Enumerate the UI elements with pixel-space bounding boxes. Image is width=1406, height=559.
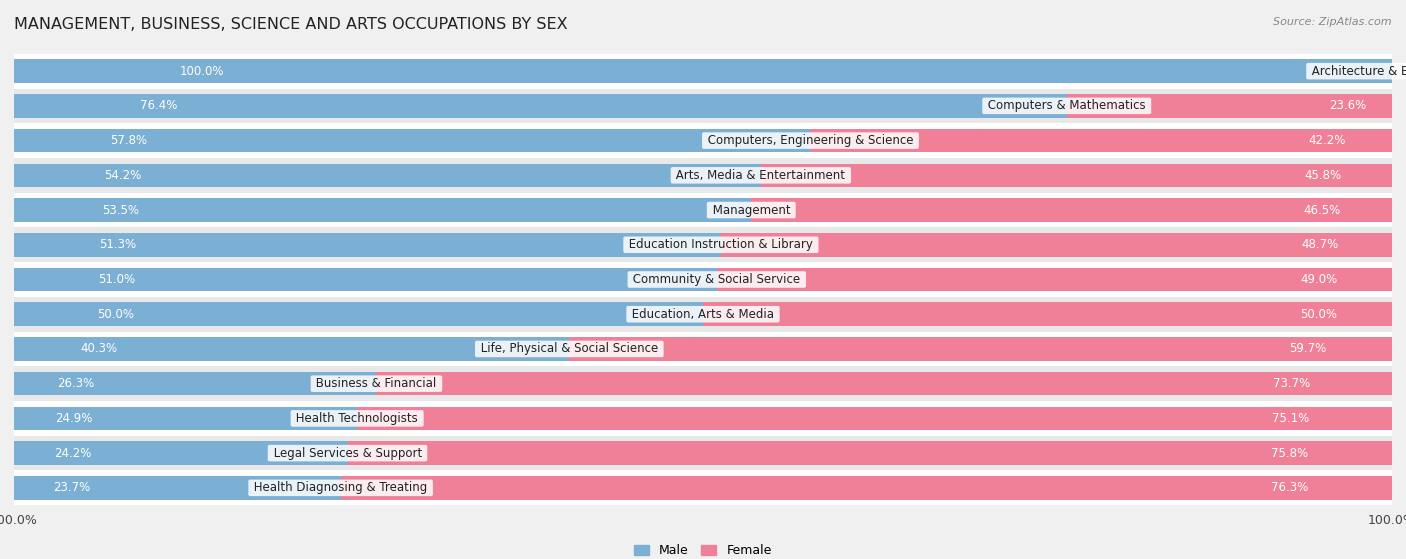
Text: 42.2%: 42.2% (1308, 134, 1346, 147)
Bar (347, 441, 1392, 465)
Text: Architecture & Engineering: Architecture & Engineering (1308, 65, 1406, 78)
Text: 40.3%: 40.3% (80, 343, 118, 356)
Text: 51.3%: 51.3% (98, 238, 136, 252)
Text: 26.3%: 26.3% (58, 377, 94, 390)
Bar (14, 366, 1392, 401)
Text: Community & Social Service: Community & Social Service (630, 273, 804, 286)
Bar (14, 337, 569, 361)
Text: 24.2%: 24.2% (53, 447, 91, 459)
Text: Legal Services & Support: Legal Services & Support (270, 447, 426, 459)
Bar (761, 164, 1392, 187)
Bar (721, 233, 1392, 257)
Bar (14, 268, 717, 291)
Bar (14, 406, 357, 430)
Text: 50.0%: 50.0% (97, 307, 134, 321)
Bar (569, 337, 1392, 361)
Text: 73.7%: 73.7% (1274, 377, 1310, 390)
Text: 51.0%: 51.0% (98, 273, 135, 286)
Text: Life, Physical & Social Science: Life, Physical & Social Science (477, 343, 662, 356)
Text: Health Technologists: Health Technologists (292, 412, 422, 425)
Bar (1067, 94, 1392, 118)
Text: 53.5%: 53.5% (103, 203, 139, 216)
Text: Business & Financial: Business & Financial (312, 377, 440, 390)
Bar (14, 129, 810, 153)
Text: Source: ZipAtlas.com: Source: ZipAtlas.com (1274, 17, 1392, 27)
Text: 48.7%: 48.7% (1301, 238, 1339, 252)
Bar (14, 441, 347, 465)
Bar (14, 436, 1392, 471)
Bar (14, 193, 1392, 228)
Text: MANAGEMENT, BUSINESS, SCIENCE AND ARTS OCCUPATIONS BY SEX: MANAGEMENT, BUSINESS, SCIENCE AND ARTS O… (14, 17, 568, 32)
Text: 75.8%: 75.8% (1271, 447, 1309, 459)
Legend: Male, Female: Male, Female (630, 539, 776, 559)
Bar (14, 297, 1392, 331)
Text: 57.8%: 57.8% (110, 134, 146, 147)
Text: 50.0%: 50.0% (1299, 307, 1337, 321)
Bar (14, 372, 377, 395)
Text: 75.1%: 75.1% (1272, 412, 1309, 425)
Bar (14, 164, 761, 187)
Bar (377, 372, 1392, 395)
Text: Health Diagnosing & Treating: Health Diagnosing & Treating (250, 481, 432, 494)
Text: Computers & Mathematics: Computers & Mathematics (984, 100, 1150, 112)
Text: 54.2%: 54.2% (104, 169, 141, 182)
Bar (14, 88, 1392, 123)
Bar (14, 302, 703, 326)
Bar (703, 302, 1392, 326)
Text: Education, Arts & Media: Education, Arts & Media (628, 307, 778, 321)
Bar (14, 158, 1392, 193)
Bar (340, 476, 1392, 500)
Text: 45.8%: 45.8% (1305, 169, 1341, 182)
Bar (14, 233, 721, 257)
Text: Computers, Engineering & Science: Computers, Engineering & Science (704, 134, 917, 147)
Text: Management: Management (709, 203, 794, 216)
Bar (717, 268, 1392, 291)
Bar (14, 476, 340, 500)
Bar (14, 228, 1392, 262)
Bar (751, 198, 1392, 222)
Text: 49.0%: 49.0% (1301, 273, 1339, 286)
Bar (14, 401, 1392, 436)
Bar (14, 94, 1067, 118)
Bar (14, 262, 1392, 297)
Text: 23.7%: 23.7% (53, 481, 90, 494)
Bar (14, 54, 1392, 88)
Text: 24.9%: 24.9% (55, 412, 93, 425)
Text: 76.4%: 76.4% (141, 100, 177, 112)
Text: 76.3%: 76.3% (1271, 481, 1308, 494)
Text: Education Instruction & Library: Education Instruction & Library (626, 238, 817, 252)
Bar (810, 129, 1392, 153)
Bar (14, 331, 1392, 366)
Text: 23.6%: 23.6% (1329, 100, 1365, 112)
Bar (14, 123, 1392, 158)
Bar (14, 471, 1392, 505)
Text: 59.7%: 59.7% (1289, 343, 1326, 356)
Bar (14, 59, 1392, 83)
Text: 100.0%: 100.0% (180, 65, 224, 78)
Bar (14, 198, 751, 222)
Bar (357, 406, 1392, 430)
Text: Arts, Media & Entertainment: Arts, Media & Entertainment (672, 169, 849, 182)
Text: 46.5%: 46.5% (1303, 203, 1341, 216)
